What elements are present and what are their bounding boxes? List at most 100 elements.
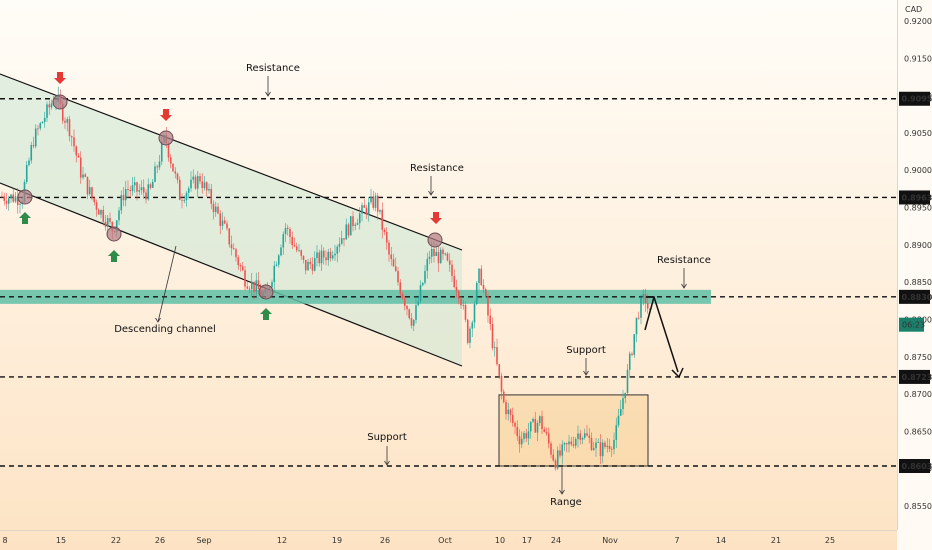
candle-body xyxy=(257,280,260,290)
candle-body xyxy=(32,145,35,147)
candle-body xyxy=(334,253,336,256)
candle-body xyxy=(572,444,575,446)
candle-body xyxy=(325,257,327,261)
candle-body xyxy=(347,224,350,236)
annotation-pointer-head xyxy=(155,317,161,323)
candle-body xyxy=(327,251,330,261)
candle-body xyxy=(518,436,521,445)
candle-body xyxy=(286,227,289,230)
candle-body xyxy=(120,195,123,211)
candle-body xyxy=(592,448,595,450)
candle-body xyxy=(622,398,624,409)
candle-body xyxy=(509,409,512,415)
candle-body xyxy=(453,275,456,288)
candle-body xyxy=(626,369,629,393)
candle-body xyxy=(10,194,12,199)
candle-body xyxy=(37,128,39,130)
candle-body xyxy=(417,301,420,306)
candle-body xyxy=(444,253,447,255)
candle-body xyxy=(370,196,372,203)
level-price-tag-label: 0.89635 xyxy=(902,193,932,202)
level-price-tag xyxy=(899,459,930,474)
candle-body xyxy=(282,234,285,248)
candle-body xyxy=(505,402,507,415)
candle-body xyxy=(543,429,546,433)
candle-body xyxy=(408,309,411,319)
candle-body xyxy=(176,173,179,180)
candle-body xyxy=(318,252,321,264)
candle-body xyxy=(556,450,559,469)
candle-body xyxy=(554,460,557,469)
candle-body xyxy=(167,142,170,158)
candle-body xyxy=(599,442,602,457)
candle-body xyxy=(221,220,224,226)
candle-body xyxy=(550,443,552,455)
down-arrow-icon xyxy=(54,72,66,84)
down-arrow-icon xyxy=(430,212,442,224)
candle-body xyxy=(196,176,199,189)
annotation-pointer-head xyxy=(559,489,565,495)
candle-body xyxy=(19,203,21,205)
candle-body xyxy=(523,433,525,439)
time-tick-label: 21 xyxy=(771,536,781,545)
candle-body xyxy=(244,270,246,287)
candle-body xyxy=(547,433,550,444)
candle-body xyxy=(307,261,309,271)
candle-body xyxy=(183,200,186,201)
candle-body xyxy=(451,264,453,276)
range-box xyxy=(498,394,649,467)
candle-body xyxy=(151,181,154,188)
time-tick-label: 26 xyxy=(155,536,165,545)
candle-body xyxy=(174,171,177,174)
candle-body xyxy=(142,187,145,193)
candle-body xyxy=(410,318,413,326)
candle-body xyxy=(131,185,134,192)
candle-body xyxy=(30,145,33,161)
candle-body xyxy=(424,270,426,283)
current-price-tag-label: 06:23 xyxy=(902,321,925,330)
candle-body xyxy=(73,137,75,147)
candle-body xyxy=(457,291,460,299)
candle-body xyxy=(311,264,314,271)
time-tick-label: 14 xyxy=(716,536,726,545)
candle-body xyxy=(473,304,476,323)
candle-body xyxy=(230,244,233,249)
candle-body xyxy=(7,198,10,204)
candle-body xyxy=(136,182,138,192)
candle-body xyxy=(392,259,395,267)
candle-body xyxy=(156,166,159,168)
candle-body xyxy=(631,353,633,355)
time-tick-label: 10 xyxy=(495,536,505,545)
candle-body xyxy=(442,249,444,255)
candle-body xyxy=(480,268,483,286)
candle-body xyxy=(412,319,415,326)
annotation-pointer-head xyxy=(265,91,271,97)
candle-body xyxy=(532,418,534,422)
annotation-label: Descending channel xyxy=(114,324,216,335)
candle-body xyxy=(115,220,118,232)
candle-body xyxy=(1,196,3,198)
projection-arrow-head xyxy=(671,367,684,379)
candle-body xyxy=(41,121,44,124)
candle-body xyxy=(606,445,609,447)
time-tick-label: Sep xyxy=(196,536,211,545)
annotation-pointer-line xyxy=(157,245,177,323)
candle-body xyxy=(309,261,312,265)
annotation-label: Support xyxy=(367,432,407,443)
touch-point-marker xyxy=(106,226,122,242)
candle-body xyxy=(100,209,102,215)
candle-body xyxy=(25,165,28,182)
candle-body xyxy=(610,448,613,450)
candle-body xyxy=(619,408,622,416)
candle-body xyxy=(77,155,80,158)
candle-body xyxy=(205,182,208,191)
candle-body xyxy=(613,439,615,450)
candle-body xyxy=(34,128,37,147)
candle-body xyxy=(212,203,215,213)
candle-body xyxy=(331,255,334,259)
candle-body xyxy=(250,281,253,290)
candle-body xyxy=(43,117,46,122)
up-arrow-icon xyxy=(260,308,272,320)
candle-body xyxy=(3,196,6,201)
